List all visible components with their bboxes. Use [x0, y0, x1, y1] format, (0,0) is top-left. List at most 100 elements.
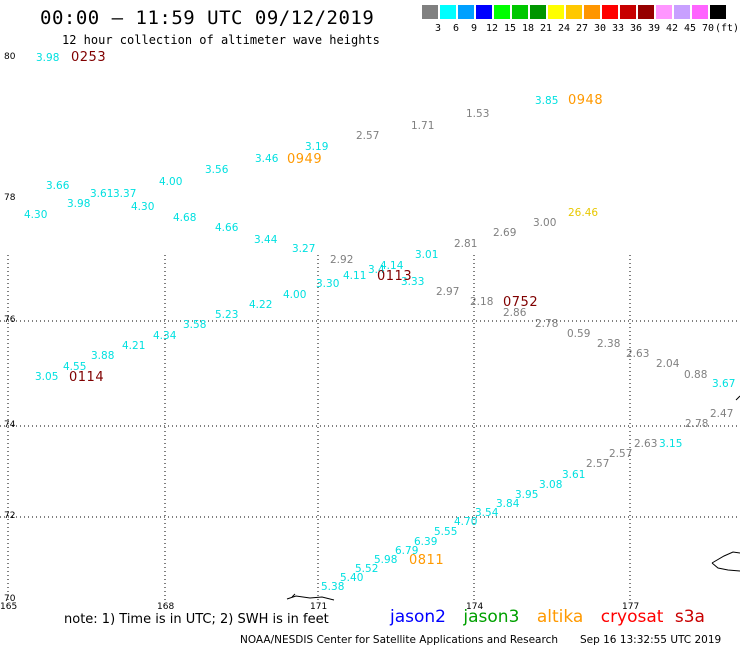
lat-label: 76	[4, 315, 16, 325]
wave-height-value: 3.67	[712, 378, 735, 390]
wave-height-value: 3.00	[533, 217, 556, 229]
satellite-name: s3a	[674, 607, 705, 627]
wave-height-value: 2.69	[493, 227, 516, 239]
legend-unit: (ft)	[714, 23, 740, 34]
lon-label: 171	[310, 602, 327, 612]
wave-height-value: 3.56	[205, 164, 229, 176]
wave-height-value: 3.61	[90, 188, 113, 200]
wave-height-value: 3.44	[254, 234, 278, 246]
wave-height-value: 0.59	[567, 328, 590, 340]
pass-time-label: 0114	[69, 370, 104, 385]
wave-height-value: 2.18	[470, 296, 493, 308]
wave-height-value: 2.86	[503, 307, 527, 319]
legend-label: 6	[452, 23, 460, 34]
pass-time-label: 0752	[503, 295, 538, 310]
page-title: 00:00 – 11:59 UTC 09/12/2019	[40, 7, 375, 29]
legend-label: 18	[521, 23, 535, 34]
wave-height-value: 0.88	[684, 369, 707, 381]
wave-height-value: 2.38	[597, 338, 620, 350]
legend-label: 3	[434, 23, 442, 34]
wave-height-value: 6.39	[414, 536, 437, 548]
credit-line: NOAA/NESDIS Center for Satellite Applica…	[240, 634, 558, 646]
wave-height-value: 4.14	[380, 260, 404, 272]
lon-label: 174	[466, 602, 483, 612]
pass-time-label: 0113	[377, 269, 412, 284]
wave-height-value: 3.66	[46, 180, 70, 192]
lat-label: 80	[4, 52, 16, 62]
legend-swatch	[674, 5, 690, 19]
wave-height-value: 2.92	[330, 254, 353, 266]
legend-swatch	[476, 5, 492, 19]
wave-height-value: 3.33	[401, 276, 424, 288]
wave-height-value: 4.11	[343, 270, 366, 282]
lat-axis-labels: 80 78 76 74 72 70	[4, 52, 16, 604]
lat-label: 70	[4, 594, 16, 604]
wave-height-value: 3.05	[35, 371, 58, 383]
legend-swatch	[710, 5, 726, 19]
wave-height-value: 4.70	[454, 516, 477, 528]
wave-height-value: 3.19	[305, 141, 328, 153]
legend-swatch	[566, 5, 582, 19]
pass-time-label: 0253	[71, 50, 106, 65]
legend-swatch	[548, 5, 564, 19]
coastline	[286, 395, 740, 601]
wave-height-value: 6.79	[395, 545, 418, 557]
wave-height-value: 3.01	[415, 249, 438, 261]
wave-height-value: 2.78	[535, 318, 558, 330]
legend-swatch	[584, 5, 600, 19]
legend-swatch	[638, 5, 654, 19]
wave-height-value: 2.97	[436, 286, 459, 298]
legend-swatch	[602, 5, 618, 19]
wave-height-value: 4.30	[24, 209, 47, 221]
wave-height-value: 5.23	[215, 309, 238, 321]
wave-height-value: 2.57	[609, 448, 632, 460]
page-subtitle: 12 hour collection of altimeter wave hei…	[62, 33, 380, 47]
legend-label: 45	[683, 23, 697, 34]
legend-swatch	[692, 5, 708, 19]
lat-label: 74	[4, 420, 16, 430]
legend-label: 9	[470, 23, 478, 34]
pass-time-labels: 0253 0948 0949 0113 0752 0114 0811	[69, 50, 603, 568]
wave-height-observations: 3.98 3.85 1.53 1.71 2.57 3.19 3.46 3.56 4.00 3.66…	[24, 52, 735, 593]
wave-height-value: 1.71	[411, 120, 434, 132]
wave-height-value: 4.68	[173, 212, 196, 224]
lon-label: 165	[0, 602, 17, 612]
legend-swatch	[458, 5, 474, 19]
wave-height-value: 3.46	[255, 153, 279, 165]
pass-time-label: 0948	[568, 93, 603, 108]
legend-label: 36	[629, 23, 643, 34]
satellite-name: altika	[536, 607, 584, 627]
wave-height-value: 3.98	[36, 52, 59, 64]
wave-height-value: 5.55	[434, 526, 457, 538]
legend-swatch	[530, 5, 546, 19]
legend-swatch	[512, 5, 528, 19]
legend-swatch	[440, 5, 456, 19]
wave-height-value: 4.34	[153, 330, 177, 342]
lat-label: 78	[4, 193, 16, 203]
legend-swatch	[656, 5, 672, 19]
wave-height-value: 3.85	[535, 95, 558, 107]
wave-height-value: 3.4	[368, 264, 385, 276]
legend-label: 24	[557, 23, 571, 34]
wave-height-value: 5.98	[374, 554, 397, 566]
footer-note: note: 1) Time is in UTC; 2) SWH is in fe…	[64, 612, 329, 627]
wave-height-value: 3.88	[91, 350, 114, 362]
wave-height-value: 3.98	[67, 198, 90, 210]
wave-height-value: 3.58	[183, 319, 206, 331]
wave-height-value: 5.38	[321, 581, 344, 593]
legend-label: 27	[575, 23, 589, 34]
wave-height-value: 4.21	[122, 340, 145, 352]
legend-label: 21	[539, 23, 553, 34]
wave-height-value: 2.57	[356, 130, 379, 142]
legend-swatch	[620, 5, 636, 19]
wave-height-value: 3.08	[539, 479, 562, 491]
lon-label: 168	[157, 602, 174, 612]
satellite-name: jason3	[463, 607, 520, 627]
lat-label: 72	[4, 511, 15, 521]
legend-swatch	[494, 5, 510, 19]
wave-height-value: 3.61	[562, 469, 585, 481]
wave-height-value: 2.78	[685, 418, 708, 430]
wave-height-value: 2.81	[454, 238, 477, 250]
wave-height-value: 3.95	[515, 489, 538, 501]
